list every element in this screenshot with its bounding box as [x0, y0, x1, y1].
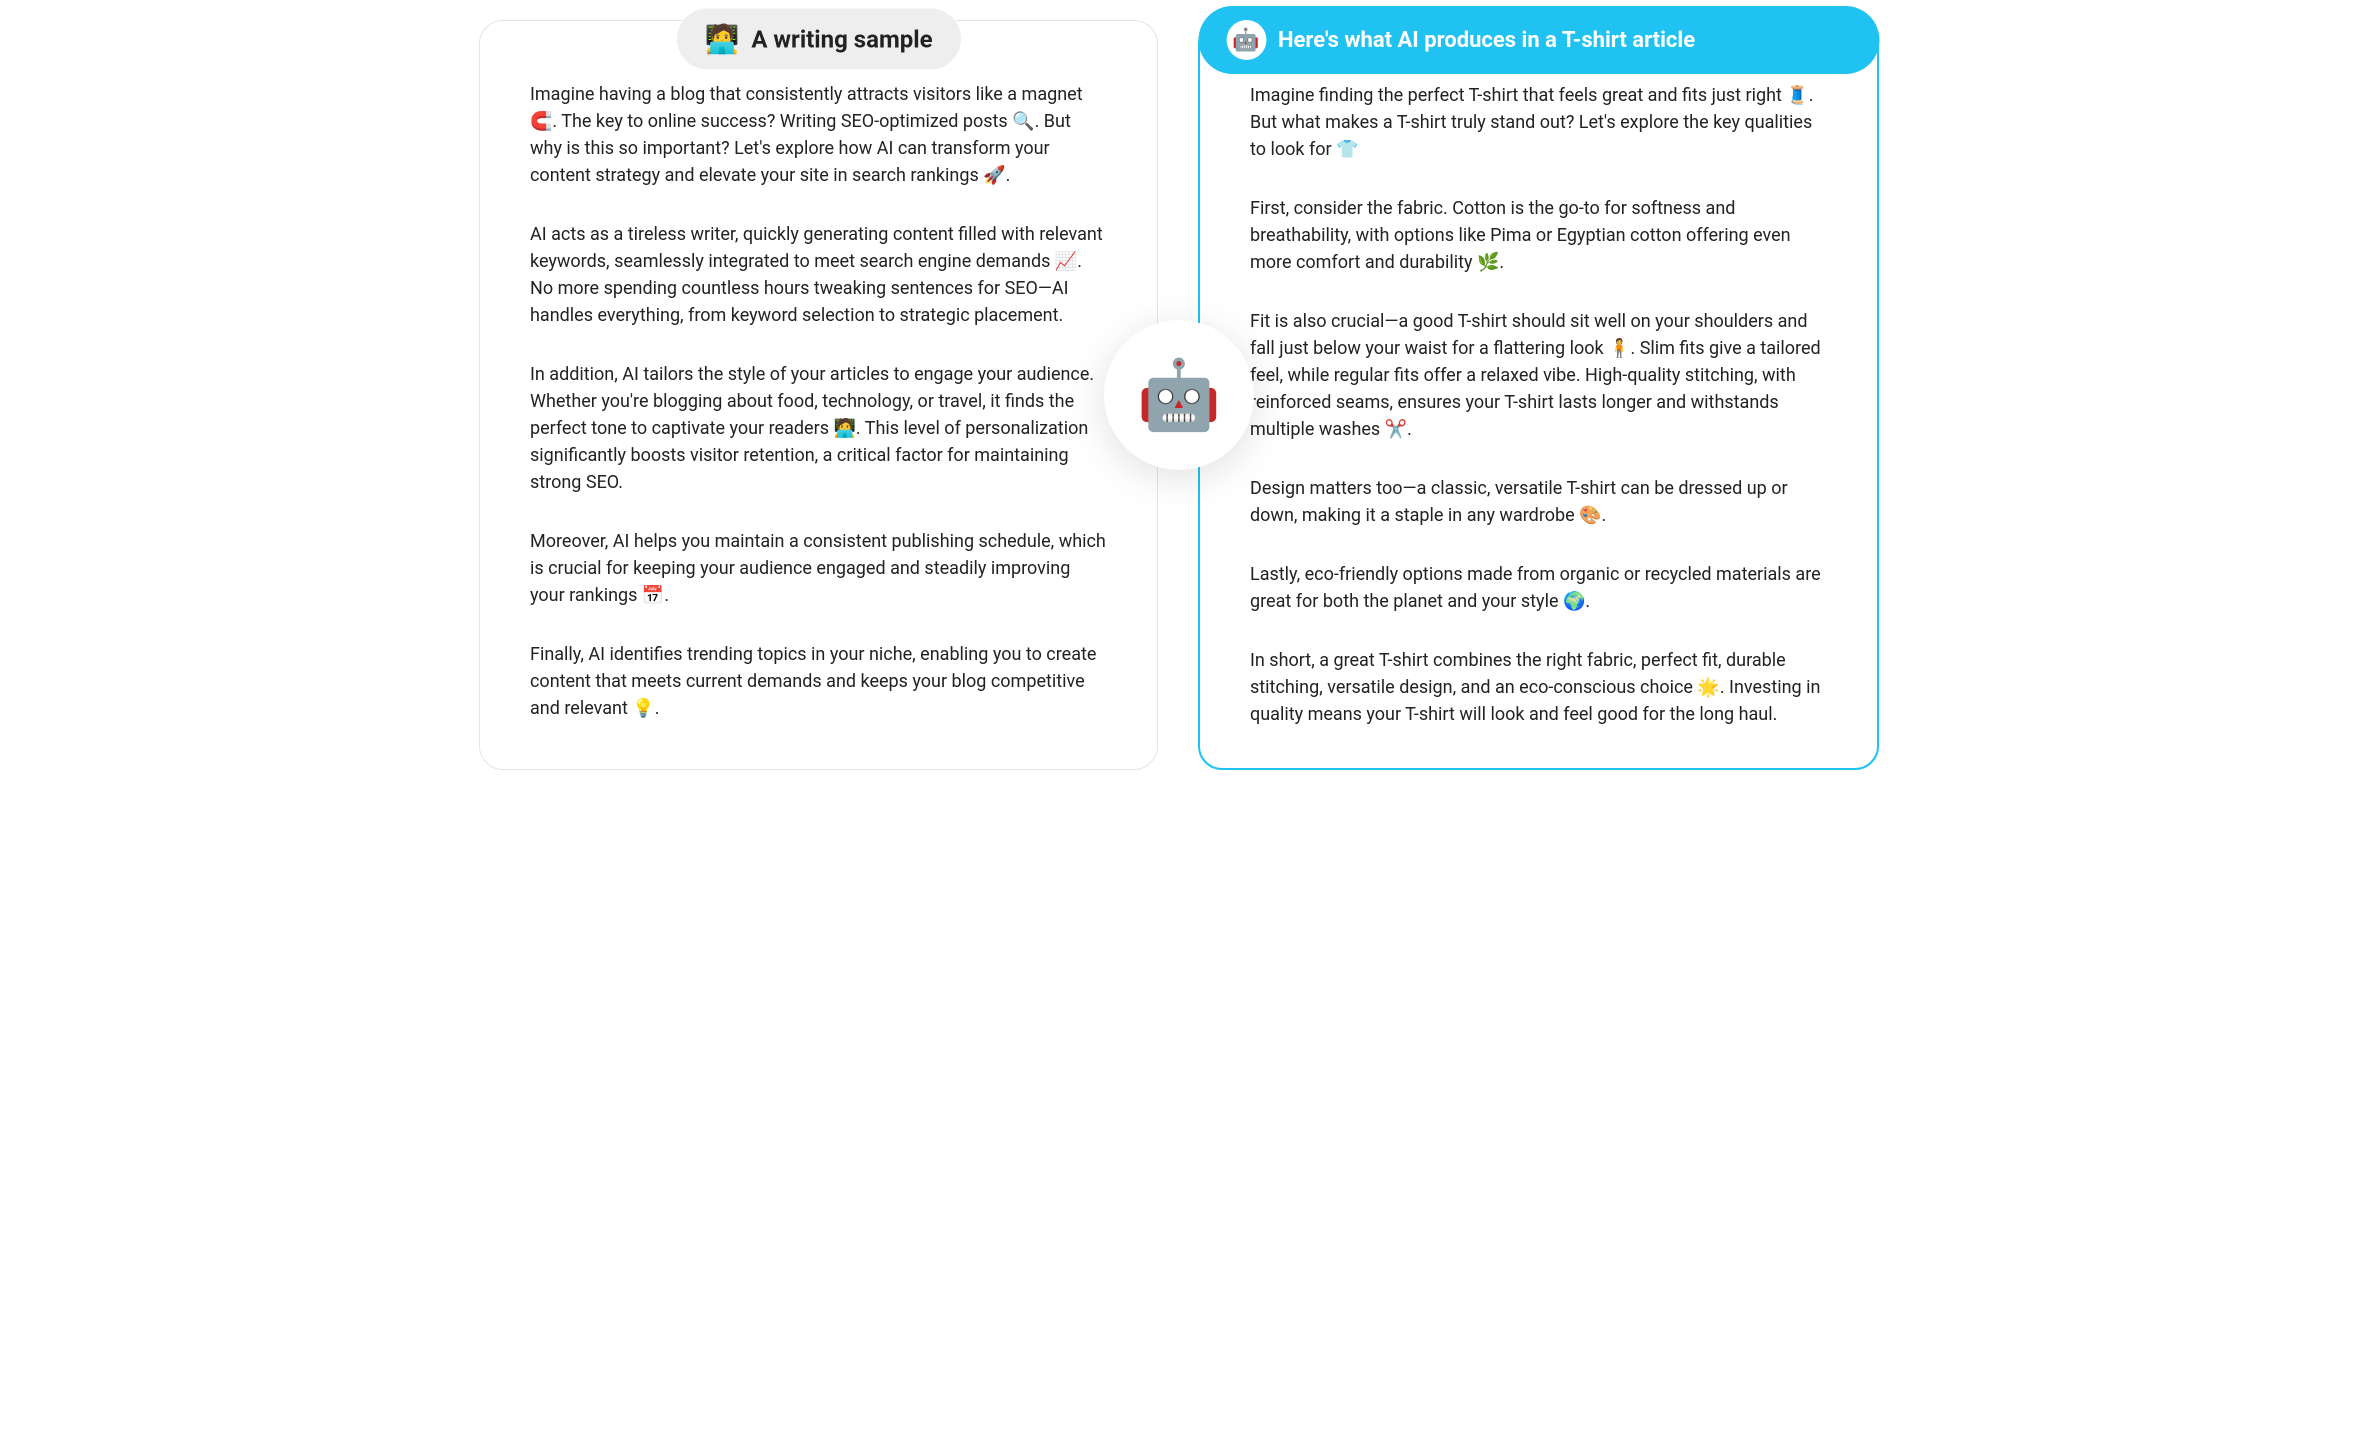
center-robot-badge: 🤖 — [1104, 320, 1254, 470]
left-paragraph: Finally, AI identifies trending topics i… — [530, 641, 1107, 722]
left-pill: 🧑‍💻 A writing sample — [676, 9, 960, 70]
right-paragraph: Lastly, eco-friendly options made from o… — [1250, 561, 1827, 615]
left-paragraph: Imagine having a blog that consistently … — [530, 81, 1107, 189]
robot-icon: 🤖 — [1137, 355, 1222, 435]
left-paragraph: AI acts as a tireless writer, quickly ge… — [530, 221, 1107, 329]
right-pill: 🤖 Here's what AI produces in a T-shirt a… — [1198, 6, 1879, 74]
robot-icon: 🤖 — [1226, 20, 1266, 60]
right-pill-title: Here's what AI produces in a T-shirt art… — [1278, 28, 1695, 53]
left-pill-title: A writing sample — [751, 25, 932, 53]
right-paragraph: First, consider the fabric. Cotton is th… — [1250, 195, 1827, 276]
right-paragraph: In short, a great T-shirt combines the r… — [1250, 647, 1827, 728]
right-paragraph: Design matters too—a classic, versatile … — [1250, 475, 1827, 529]
right-card: 🤖 Here's what AI produces in a T-shirt a… — [1198, 20, 1879, 770]
left-card: 🧑‍💻 A writing sample Imagine having a bl… — [479, 20, 1158, 770]
right-paragraph: Imagine finding the perfect T-shirt that… — [1250, 82, 1827, 163]
person-icon: 🧑‍💻 — [704, 23, 739, 56]
left-paragraph: Moreover, AI helps you maintain a consis… — [530, 528, 1107, 609]
comparison-container: 🧑‍💻 A writing sample Imagine having a bl… — [479, 20, 1879, 770]
left-paragraph: In addition, AI tailors the style of you… — [530, 361, 1107, 496]
right-paragraph: Fit is also crucial—a good T-shirt shoul… — [1250, 308, 1827, 443]
